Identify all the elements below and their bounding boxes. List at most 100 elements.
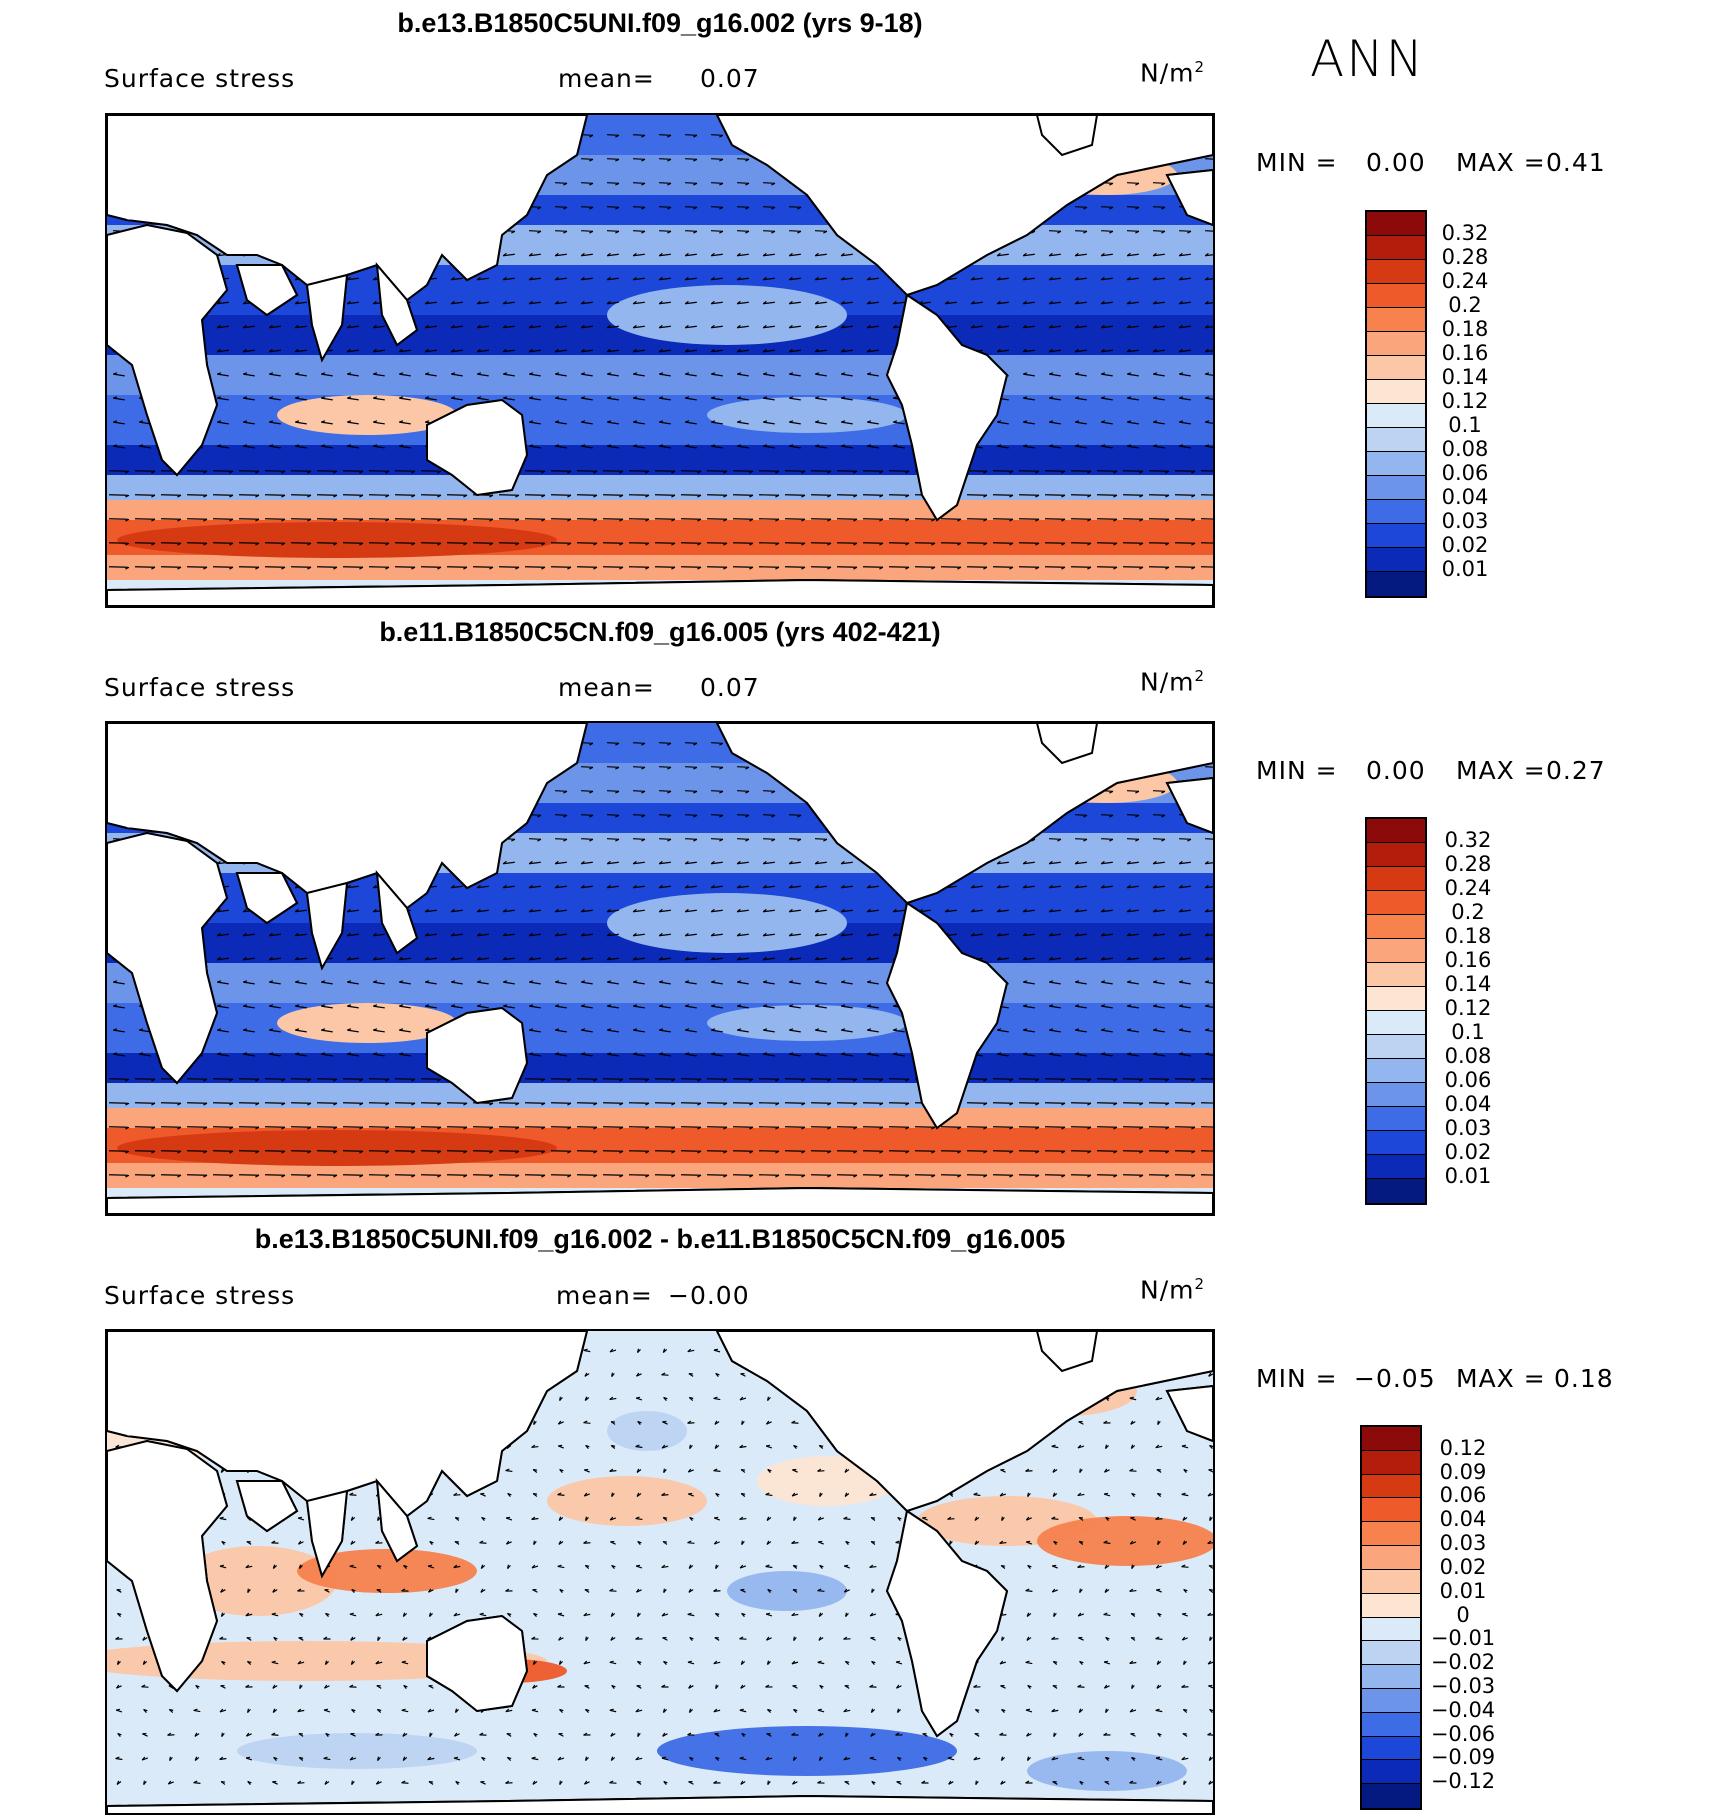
panel-1-title: b.e13.B1850C5UNI.f09_g16.002 (yrs 9-18) [397,8,923,38]
colorbar-tick-label: 0.14 [1441,365,1489,389]
colorbar-swatch [1362,1665,1420,1689]
colorbar-tick-label: 0.12 [1444,996,1492,1020]
colorbar-tick-label: 0.12 [1441,389,1489,413]
panel-2-min-value: 0.00 [1366,756,1426,785]
colorbar-tick-label: 0.08 [1444,1044,1492,1068]
colorbar-tick-label: 0.02 [1441,533,1489,557]
panel-2-mean-value: 0.07 [700,673,760,702]
panel-2-title: b.e11.B1850C5CN.f09_g16.005 (yrs 402-421… [379,617,941,647]
colorbar-tick-label: 0.04 [1441,485,1489,509]
colorbar-tick-label: 0.01 [1439,1578,1487,1603]
panel-3-map [105,1329,1215,1815]
panel-3-min-label: MIN = [1256,1364,1338,1393]
panel-1-map [105,113,1215,608]
panel-2-map [105,721,1215,1216]
colorbar-tick-label: 0.02 [1439,1554,1487,1579]
colorbar-tick-label: 0.01 [1441,557,1489,581]
colorbar-swatch [1367,500,1425,524]
colorbar-tick-label: 0.18 [1444,924,1492,948]
panel-1-variable: Surface stress [104,64,296,93]
colorbar-tick-label: 0.06 [1441,461,1489,485]
panel-3-min-value: −0.05 [1354,1364,1436,1393]
colorbar-swatch [1362,1688,1420,1713]
colorbar-tick-label: 0.02 [1444,1140,1492,1164]
colorbar-swatch [1362,1474,1420,1499]
colorbar-tick-label: 0.32 [1441,221,1489,245]
colorbar-swatch [1367,236,1425,260]
colorbar-swatch [1367,332,1425,356]
colorbar-tick-label: 0.03 [1441,509,1489,533]
colorbar-swatch [1362,1498,1420,1523]
colorbar-swatch [1362,1569,1420,1594]
colorbar-swatch [1367,308,1425,332]
colorbar-swatch [1362,1712,1420,1737]
colorbar-swatch [1367,1059,1425,1083]
colorbar-tick-label: 0.28 [1441,245,1489,269]
colorbar-swatch [1362,1784,1420,1808]
panel-2-colorbar [1365,817,1427,1205]
panel-2-units: N/m2 [1140,667,1206,697]
colorbar-tick-label: 0.28 [1444,852,1492,876]
panel-1-colorbar [1365,210,1427,598]
colorbar-swatch [1362,1641,1420,1666]
panel-1-min-label: MIN = [1256,148,1338,177]
colorbar-tick-label: 0.09 [1439,1459,1487,1484]
colorbar-swatch [1367,819,1425,843]
panel-1-mean-value: 0.07 [700,64,760,93]
colorbar-swatch [1367,524,1425,548]
colorbar-swatch [1367,915,1425,939]
colorbar-swatch [1367,1011,1425,1035]
panel-3-colorbar [1360,1425,1422,1810]
colorbar-tick-label: −0.01 [1430,1626,1496,1651]
panel-3-variable: Surface stress [104,1281,296,1310]
colorbar-tick-label: 0 [1456,1602,1470,1627]
colorbar-swatch [1367,356,1425,380]
colorbar-swatch [1362,1760,1420,1785]
colorbar-swatch [1367,1179,1425,1203]
colorbar-tick-label: −0.04 [1430,1697,1496,1722]
colorbar-swatch [1367,404,1425,428]
colorbar-tick-label: 0.1 [1451,1020,1485,1044]
colorbar-tick-label: 0.16 [1441,341,1489,365]
colorbar-swatch [1367,548,1425,572]
colorbar-tick-label: 0.03 [1439,1531,1487,1556]
panel-3-mean-value: −0.00 [668,1281,750,1310]
colorbar-swatch [1362,1427,1420,1451]
colorbar-tick-label: 0.14 [1444,972,1492,996]
colorbar-tick-label: 0.2 [1451,900,1485,924]
colorbar-swatch [1362,1617,1420,1642]
colorbar-tick-label: 0.08 [1441,437,1489,461]
colorbar-tick-label: 0.18 [1441,317,1489,341]
colorbar-swatch [1367,572,1425,596]
colorbar-swatch [1367,1035,1425,1059]
colorbar-swatch [1367,843,1425,867]
panel-3-max-label: MAX = [1456,1364,1546,1393]
colorbar-swatch [1367,891,1425,915]
colorbar-tick-label: −0.06 [1430,1721,1496,1746]
colorbar-swatch [1367,476,1425,500]
colorbar-tick-label: 0.03 [1444,1116,1492,1140]
colorbar-tick-label: 0.01 [1444,1164,1492,1188]
panel-3-mean-label: mean= [556,1281,653,1310]
panel-3-title: b.e13.B1850C5UNI.f09_g16.002 - b.e11.B18… [254,1224,1066,1254]
colorbar-swatch [1367,963,1425,987]
panel-2-min-label: MIN = [1256,756,1338,785]
colorbar-swatch [1367,428,1425,452]
panel-2-variable: Surface stress [104,673,296,702]
colorbar-swatch [1367,987,1425,1011]
colorbar-swatch [1362,1546,1420,1570]
panel-3-max-value: 0.18 [1554,1364,1614,1393]
colorbar-tick-label: 0.04 [1444,1092,1492,1116]
season-label: ANN [1310,30,1426,88]
panel-1-max-label: MAX = [1456,148,1546,177]
colorbar-tick-label: 0.06 [1444,1068,1492,1092]
colorbar-tick-label: −0.12 [1430,1769,1496,1794]
colorbar-swatch [1362,1522,1420,1547]
colorbar-swatch [1367,939,1425,963]
panel-1-units: N/m2 [1140,58,1206,88]
colorbar-swatch [1367,260,1425,284]
panel-1-mean-label: mean= [558,64,655,93]
colorbar-tick-label: 0.12 [1439,1435,1487,1460]
colorbar-swatch [1367,1131,1425,1155]
colorbar-swatch [1362,1593,1420,1618]
